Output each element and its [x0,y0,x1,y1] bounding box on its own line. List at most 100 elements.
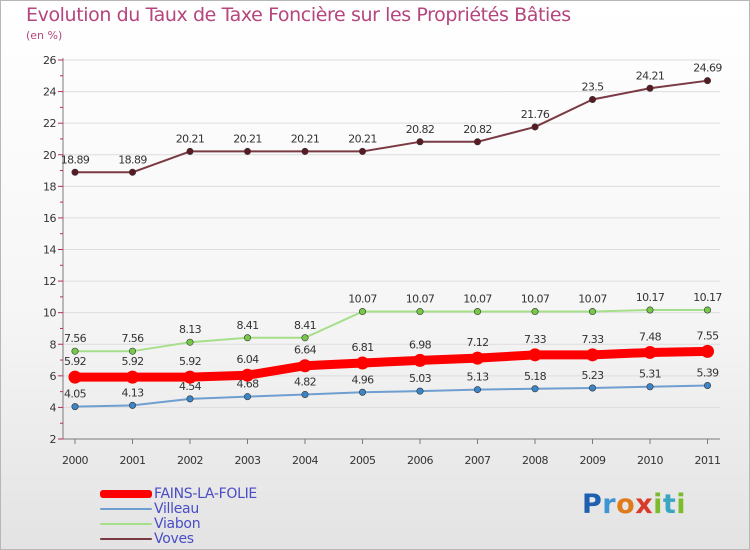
data-point [244,334,252,342]
data-point [129,347,137,355]
data-point [703,77,711,85]
y-tick-label: 22 [43,117,56,130]
y-tick-label: 10 [43,307,56,320]
data-label: 21.76 [521,108,550,121]
legend-entry: Voves [100,531,257,546]
y-tick-label: 12 [43,275,56,288]
data-point [129,168,137,176]
x-tick-label: 2005 [350,454,376,467]
data-label: 18.89 [118,153,147,166]
data-label: 10.07 [348,293,377,306]
data-point [646,84,654,92]
data-label: 5.13 [466,371,489,384]
data-point [71,347,79,355]
series-line [70,346,712,382]
x-tick-label: 2008 [522,454,548,467]
data-label: 5.92 [179,355,201,368]
data-point [356,356,369,370]
legend-entry: FAINS-LA-FOLIE [100,486,257,501]
data-label: 10.17 [693,291,722,304]
legend-swatch [100,522,152,525]
data-label: 4.96 [351,373,374,386]
chart-legend: FAINS-LA-FOLIE Villeau Viabon Voves [100,486,257,546]
data-label: 10.07 [578,293,607,306]
data-label: 8.13 [179,323,202,336]
data-point [643,345,657,359]
data-label: 5.23 [581,369,604,382]
data-point [531,385,539,393]
data-label: 4.54 [179,380,202,393]
y-tick-label: 20 [43,149,56,162]
data-point [301,147,309,155]
data-point [358,388,366,396]
data-label: 7.55 [696,329,719,342]
data-point [703,381,711,389]
data-point [586,348,599,362]
legend-entry: Villeau [100,501,257,516]
data-point [588,384,596,392]
data-point [186,338,194,346]
data-point [183,370,197,384]
data-point [413,353,427,367]
data-point [588,95,596,103]
chart-subtitle: (en %) [26,29,63,42]
data-label: 4.68 [236,378,259,391]
y-tick-label: 18 [43,180,56,193]
data-point [531,308,539,316]
data-point [186,147,194,155]
data-point [416,138,424,146]
data-label: 20.21 [233,132,262,145]
y-tick-label: 6 [50,370,57,383]
y-tick-label: 8 [50,338,57,351]
x-tick-label: 2011 [695,454,721,467]
data-label: 4.13 [121,386,144,399]
x-tick-label: 2004 [292,454,318,467]
data-label: 5.92 [121,355,143,368]
data-label: 5.31 [639,368,661,381]
series-line [74,79,709,174]
data-point [473,308,481,316]
data-point [473,138,481,146]
data-point [186,395,194,403]
data-label: 5.03 [409,372,432,385]
data-label: 5.92 [64,355,86,368]
data-point [416,387,424,395]
data-label: 10.07 [521,293,550,306]
data-point [358,147,366,155]
y-tick-label: 26 [43,54,56,67]
data-label: 4.82 [294,375,316,388]
data-label: 8.41 [294,319,316,332]
data-point [473,386,481,394]
data-point [528,348,542,362]
data-label: 18.89 [61,153,90,166]
series-line [74,308,709,353]
proxiti-logo: Proxiti [582,489,687,520]
legend-label: Viabon [154,515,201,532]
data-point [126,370,139,384]
data-point [588,308,596,316]
data-point [244,147,252,155]
y-tick-label: 4 [50,401,57,414]
data-label: 5.18 [524,370,547,383]
legend-swatch [100,537,152,540]
data-point [701,344,714,358]
y-tick-label: 16 [43,212,56,225]
data-point [71,403,79,411]
data-label: 7.12 [466,336,488,349]
data-point [703,306,711,314]
x-tick-label: 2009 [580,454,606,467]
data-point [301,334,309,342]
legend-swatch [100,489,152,498]
data-label: 23.5 [581,80,604,93]
data-label: 10.17 [636,291,665,304]
data-point [71,168,79,176]
data-label: 20.82 [463,123,492,136]
x-tick-label: 2003 [235,454,261,467]
data-label: 7.33 [524,333,547,346]
y-tick-label: 14 [43,244,56,257]
data-label: 24.21 [636,69,665,82]
data-label: 7.48 [639,330,662,343]
x-tick-label: 2007 [465,454,491,467]
data-label: 20.82 [406,123,435,136]
